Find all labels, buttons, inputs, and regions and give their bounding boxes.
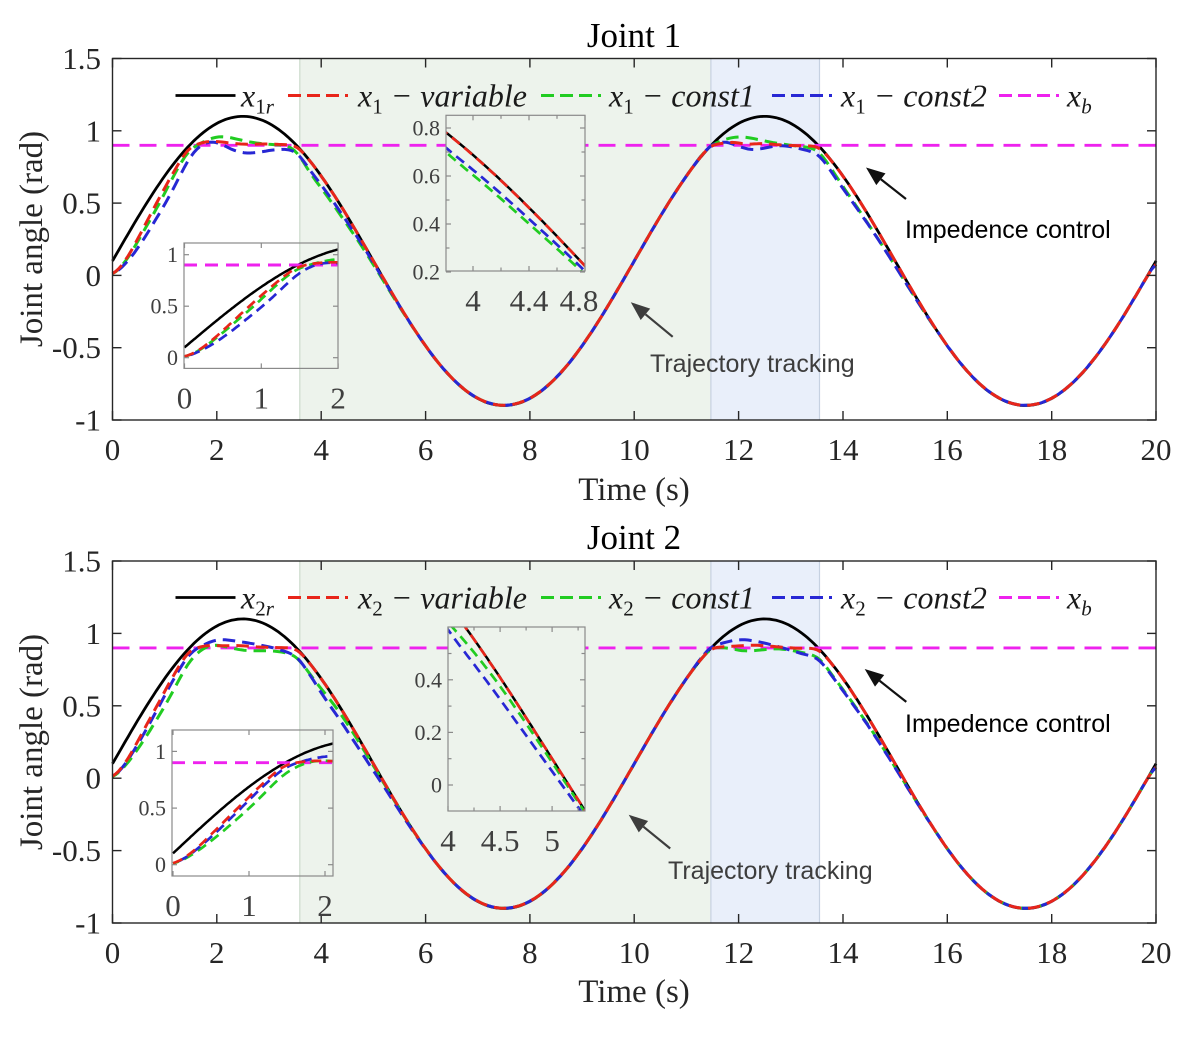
svg-text:2: 2	[330, 380, 346, 415]
svg-text:x2 − const1: x2 − const1	[608, 580, 755, 621]
svg-text:4: 4	[313, 432, 329, 467]
svg-text:Time (s): Time (s)	[578, 974, 690, 1010]
svg-text:4: 4	[465, 283, 481, 318]
svg-text:1: 1	[167, 242, 178, 267]
svg-text:0.2: 0.2	[413, 260, 441, 285]
svg-text:4: 4	[313, 935, 329, 970]
svg-text:Joint angle (rad): Joint angle (rad)	[14, 634, 50, 850]
svg-text:0: 0	[86, 761, 102, 796]
svg-text:4.4: 4.4	[510, 283, 549, 318]
svg-text:x1 − const1: x1 − const1	[608, 78, 755, 119]
svg-text:0.4: 0.4	[415, 667, 443, 692]
svg-text:20: 20	[1141, 432, 1172, 467]
svg-text:5: 5	[544, 823, 560, 858]
svg-text:12: 12	[723, 935, 754, 970]
svg-text:xb: xb	[1066, 580, 1092, 621]
svg-text:1: 1	[155, 739, 166, 764]
svg-text:2: 2	[209, 935, 225, 970]
svg-text:2: 2	[317, 888, 333, 923]
svg-text:1.5: 1.5	[62, 41, 101, 76]
svg-text:12: 12	[723, 432, 754, 467]
svg-text:0: 0	[167, 345, 178, 370]
svg-text:4: 4	[440, 823, 456, 858]
svg-text:Joint 1: Joint 1	[587, 16, 681, 55]
svg-text:0: 0	[165, 888, 181, 923]
svg-text:0: 0	[155, 852, 166, 877]
svg-text:0.4: 0.4	[413, 212, 441, 237]
svg-text:1.5: 1.5	[62, 544, 101, 579]
svg-text:14: 14	[828, 432, 860, 467]
svg-text:16: 16	[932, 935, 963, 970]
svg-text:x2r: x2r	[240, 580, 275, 621]
svg-text:Time (s): Time (s)	[578, 472, 690, 508]
svg-text:0.6: 0.6	[413, 164, 441, 189]
svg-text:16: 16	[932, 432, 963, 467]
svg-text:0.5: 0.5	[151, 294, 179, 319]
svg-text:4.5: 4.5	[481, 823, 520, 858]
svg-text:0: 0	[431, 773, 442, 798]
svg-text:0.2: 0.2	[415, 720, 443, 745]
svg-text:x2 − const2: x2 − const2	[840, 580, 987, 621]
svg-text:14: 14	[828, 935, 860, 970]
svg-text:0: 0	[86, 258, 102, 293]
svg-text:Trajectory tracking: Trajectory tracking	[668, 857, 873, 885]
svg-text:-0.5: -0.5	[52, 833, 101, 868]
svg-text:8: 8	[522, 935, 538, 970]
svg-text:Impedence control: Impedence control	[905, 216, 1111, 244]
svg-text:x1r: x1r	[240, 78, 275, 119]
svg-text:10: 10	[619, 935, 650, 970]
svg-text:Joint angle (rad): Joint angle (rad)	[14, 131, 50, 347]
svg-text:10: 10	[619, 432, 650, 467]
svg-text:Impedence control: Impedence control	[905, 710, 1111, 738]
svg-text:x2 − variable: x2 − variable	[357, 580, 527, 621]
svg-text:-1: -1	[75, 906, 101, 941]
svg-text:8: 8	[522, 432, 538, 467]
svg-text:1: 1	[86, 616, 102, 651]
svg-text:-1: -1	[75, 403, 101, 438]
svg-text:0.5: 0.5	[62, 688, 101, 723]
svg-text:18: 18	[1036, 935, 1067, 970]
svg-text:20: 20	[1141, 935, 1172, 970]
svg-text:2: 2	[209, 432, 225, 467]
svg-text:Joint 2: Joint 2	[587, 518, 681, 557]
svg-text:x1 − variable: x1 − variable	[357, 78, 527, 119]
svg-text:6: 6	[418, 935, 434, 970]
svg-text:Trajectory tracking: Trajectory tracking	[650, 350, 855, 378]
svg-text:0.5: 0.5	[139, 796, 167, 821]
svg-text:xb: xb	[1066, 78, 1092, 119]
svg-text:x1 − const2: x1 − const2	[840, 78, 987, 119]
svg-text:0.5: 0.5	[62, 186, 101, 221]
svg-text:1: 1	[254, 380, 270, 415]
svg-text:6: 6	[418, 432, 434, 467]
svg-text:-0.5: -0.5	[52, 330, 101, 365]
svg-text:0: 0	[105, 935, 121, 970]
svg-text:18: 18	[1036, 432, 1067, 467]
svg-text:0: 0	[105, 432, 121, 467]
svg-text:4.8: 4.8	[560, 283, 599, 318]
svg-text:1: 1	[241, 888, 257, 923]
svg-text:1: 1	[86, 113, 102, 148]
svg-text:0.8: 0.8	[413, 116, 441, 141]
svg-text:0: 0	[177, 380, 193, 415]
